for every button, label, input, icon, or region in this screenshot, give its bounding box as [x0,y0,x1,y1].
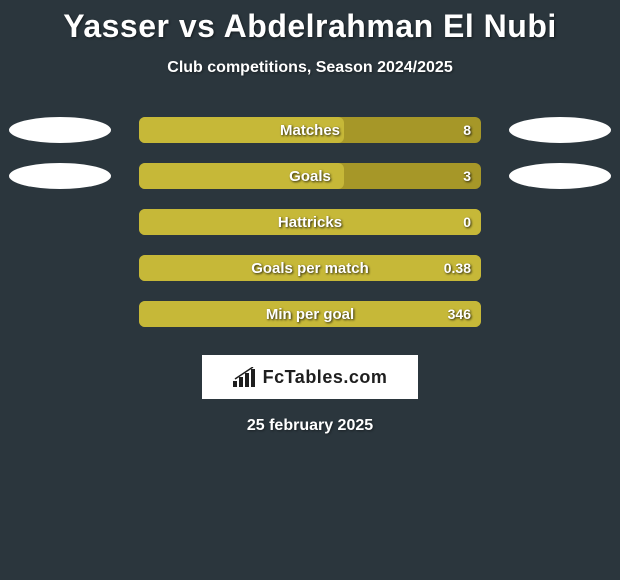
stat-bar: Matches 8 [139,117,481,143]
stat-value: 3 [463,168,471,184]
spacer [9,255,111,281]
stat-label: Goals per match [251,260,369,277]
stat-bar: Hattricks 0 [139,209,481,235]
stat-row: Hattricks 0 [0,209,620,235]
player-left-marker [9,117,111,143]
player-right-marker [509,117,611,143]
spacer [509,301,611,327]
page-subtitle: Club competitions, Season 2024/2025 [0,59,620,77]
logo-box[interactable]: FcTables.com [202,355,418,399]
page-title: Yasser vs Abdelrahman El Nubi [0,8,620,45]
date-text: 25 february 2025 [0,417,620,435]
stat-bar: Goals 3 [139,163,481,189]
spacer [509,209,611,235]
stat-label: Min per goal [266,306,354,323]
stat-rows: Matches 8 Goals 3 Hattricks 0 Goals per match 0… [0,117,620,327]
comparison-container: Yasser vs Abdelrahman El Nubi Club compe… [0,0,620,435]
spacer [509,255,611,281]
player-right-marker [509,163,611,189]
stat-label: Hattricks [278,214,342,231]
stat-row: Matches 8 [0,117,620,143]
stat-value: 0 [463,214,471,230]
logo-text: FcTables.com [263,367,388,388]
stat-label: Matches [280,122,340,139]
bar-chart-icon [233,367,257,387]
player-left-marker [9,163,111,189]
stat-row: Goals per match 0.38 [0,255,620,281]
stat-label: Goals [289,168,331,185]
stat-value: 8 [463,122,471,138]
stat-bar: Min per goal 346 [139,301,481,327]
stat-value: 346 [448,306,471,322]
stat-bar: Goals per match 0.38 [139,255,481,281]
spacer [9,301,111,327]
spacer [9,209,111,235]
stat-row: Goals 3 [0,163,620,189]
stat-value: 0.38 [444,260,471,276]
stat-row: Min per goal 346 [0,301,620,327]
